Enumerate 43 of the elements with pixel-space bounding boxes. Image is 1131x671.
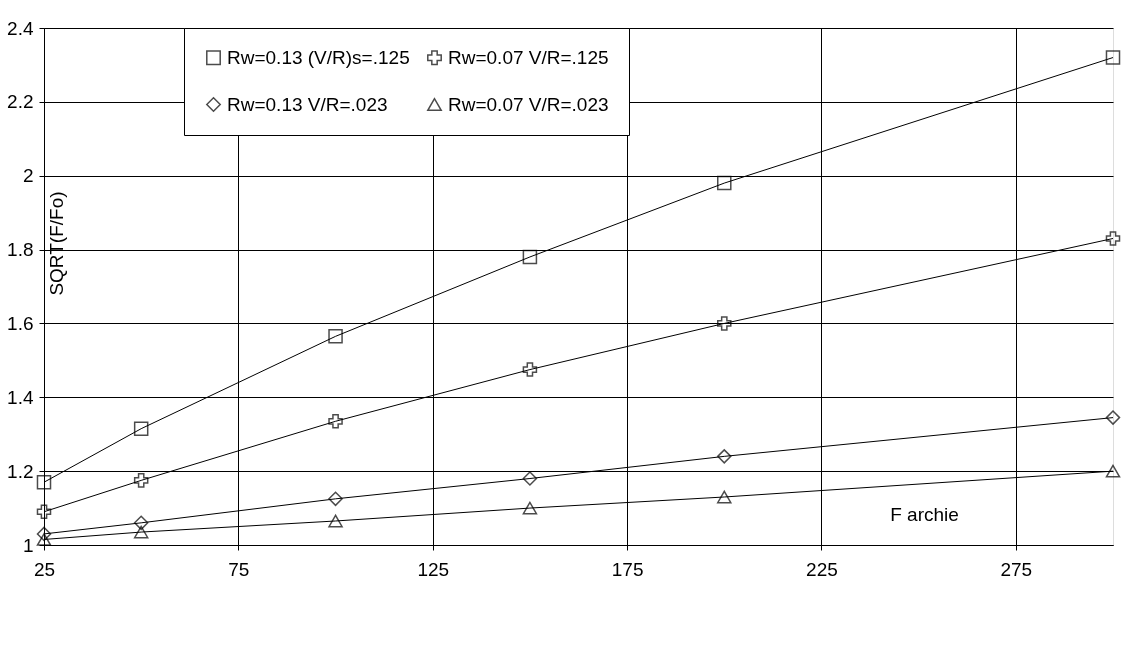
x-tick-label: 25 — [33, 558, 56, 580]
point — [133, 515, 149, 531]
point — [717, 316, 732, 331]
point — [522, 501, 538, 515]
x-axis-title: F archie — [890, 503, 959, 525]
y-tick-label: 1.8 — [7, 239, 34, 261]
y-axis-title: SQRT(F/Fo) — [45, 191, 67, 296]
point — [133, 421, 149, 436]
point — [1105, 410, 1121, 425]
y-tick-label: 1.4 — [7, 386, 34, 408]
point — [1105, 464, 1121, 478]
point — [133, 473, 149, 488]
point — [1105, 231, 1121, 246]
point — [717, 175, 732, 191]
point — [717, 449, 732, 464]
point — [328, 514, 343, 528]
x-tick-label: 75 — [228, 558, 250, 580]
y-tick-label: 1 — [22, 534, 34, 556]
x-tick-label: 225 — [806, 558, 838, 580]
point — [36, 526, 52, 542]
point — [36, 504, 52, 520]
legend-label: Rw=0.13 (V/R)s=.125 — [227, 46, 410, 68]
point — [133, 525, 149, 539]
x-tick-label: 175 — [611, 558, 644, 580]
x-tick-label: 125 — [417, 558, 450, 580]
x-tick-label: 275 — [1000, 558, 1033, 580]
legend-label: Rw=0.07 V/R=.023 — [448, 93, 609, 115]
y-tick-label: 1.2 — [7, 460, 34, 482]
point — [36, 474, 52, 490]
y-tick-label: 2.4 — [7, 17, 34, 39]
legend-label: Rw=0.07 V/R=.125 — [448, 46, 609, 68]
point — [328, 414, 343, 429]
point — [522, 249, 538, 265]
point — [36, 533, 52, 546]
legend-label: Rw=0.13 V/R=.023 — [227, 93, 388, 115]
point — [717, 490, 732, 504]
point — [1105, 50, 1121, 65]
point — [522, 362, 538, 377]
y-tick-label: 1.6 — [7, 312, 34, 334]
y-tick-label: 2 — [22, 165, 34, 187]
point — [328, 329, 343, 344]
point — [328, 491, 343, 507]
y-tick-label: 2.2 — [7, 91, 34, 113]
